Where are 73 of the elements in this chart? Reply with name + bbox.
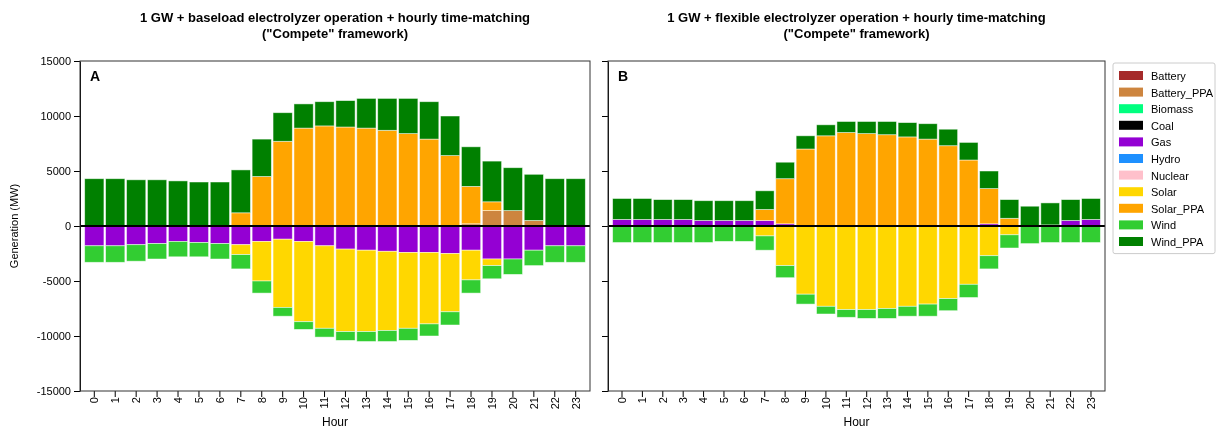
x-tick-label: 3: [150, 397, 163, 404]
x-tick-label: 19: [485, 397, 498, 410]
x-tick-label: 23: [569, 397, 582, 410]
x-tick-label: 21: [527, 397, 540, 410]
x-tick-label: 3: [677, 397, 690, 404]
x-tick-label: 11: [840, 397, 853, 409]
chart-title: 1 GW + baseload electrolyzer operation + hourly time-matching ("Compete" framework): [139, 10, 531, 41]
x-tick-label: 8: [255, 397, 268, 404]
x-tick-label: 10: [819, 397, 832, 410]
x-tick-label: 6: [213, 397, 226, 404]
annotation: B: [618, 68, 629, 84]
x-tick-label: 0: [615, 397, 628, 404]
x-tick-label: 16: [423, 397, 436, 410]
x-tick-label: 2: [130, 397, 143, 404]
x-tick-label: 14: [381, 397, 394, 410]
y-tick-label: -10000: [36, 330, 71, 343]
x-tick-label: 7: [758, 397, 771, 404]
x-tick-label: 18: [464, 397, 477, 410]
x-axis-title: Hour: [321, 415, 349, 429]
annotation: A: [90, 68, 101, 84]
legend-label: Hydro: [1151, 153, 1181, 165]
x-tick-label: 20: [506, 397, 519, 410]
x-tick-label: 15: [402, 397, 415, 410]
x-tick-label: 12: [339, 397, 352, 410]
x-tick-label: 7: [234, 397, 247, 404]
x-tick-label: 21: [1044, 397, 1057, 410]
y-tick-label: 0: [64, 220, 71, 233]
x-tick-label: 11: [318, 397, 331, 409]
x-tick-label: 6: [738, 397, 751, 404]
y-tick-label: -5000: [42, 275, 71, 288]
legend-label: Wind: [1151, 219, 1177, 232]
legend-label: Battery_PPA: [1151, 86, 1214, 99]
y-axis-title: Generation (MW): [8, 183, 20, 269]
x-tick-label: 17: [443, 397, 456, 410]
legend-label: Biomass: [1151, 103, 1194, 116]
chart-title: 1 GW + flexible electrolyzer operation + hourly time-matching ("Compete" framework): [667, 10, 1046, 41]
x-axis-title: Hour: [843, 415, 870, 429]
x-tick-label: 13: [360, 397, 373, 410]
x-tick-label: 4: [171, 397, 184, 404]
x-tick-label: 23: [1084, 397, 1097, 410]
y-tick-label: 5000: [46, 165, 71, 178]
x-tick-label: 12: [860, 397, 873, 410]
x-tick-label: 14: [901, 397, 914, 410]
y-tick-label: -15000: [36, 385, 71, 398]
x-tick-label: 18: [982, 397, 995, 410]
x-tick-label: 9: [276, 397, 289, 404]
x-tick-label: 19: [1003, 397, 1016, 410]
legend-label: Nuclear: [1151, 169, 1190, 182]
x-tick-label: 9: [799, 397, 812, 404]
y-tick-label: 10000: [40, 110, 71, 123]
legend-label: Wind_PPA: [1151, 236, 1205, 248]
x-tick-label: 1: [636, 397, 649, 404]
x-tick-label: 0: [88, 397, 101, 404]
x-tick-label: 15: [921, 397, 934, 410]
x-tick-label: 16: [942, 397, 955, 410]
x-tick-label: 13: [880, 397, 893, 410]
x-tick-label: 8: [778, 397, 791, 404]
x-tick-label: 1: [109, 397, 122, 404]
legend-label: Solar: [1151, 186, 1178, 199]
x-tick-label: 2: [656, 397, 669, 404]
x-tick-label: 4: [697, 397, 710, 404]
x-tick-label: 10: [297, 397, 310, 410]
y-tick-label: 15000: [40, 55, 71, 68]
legend-label: Solar_PPA: [1151, 202, 1205, 215]
x-tick-label: 22: [548, 397, 561, 410]
x-tick-label: 5: [717, 397, 730, 404]
x-tick-label: 22: [1064, 397, 1077, 410]
legend-label: Coal: [1151, 119, 1174, 132]
legend-label: Battery: [1151, 70, 1187, 82]
legend-label: Gas: [1151, 136, 1172, 149]
x-tick-label: 5: [192, 397, 205, 404]
x-tick-label: 17: [962, 397, 975, 410]
x-tick-label: 20: [1023, 397, 1036, 410]
